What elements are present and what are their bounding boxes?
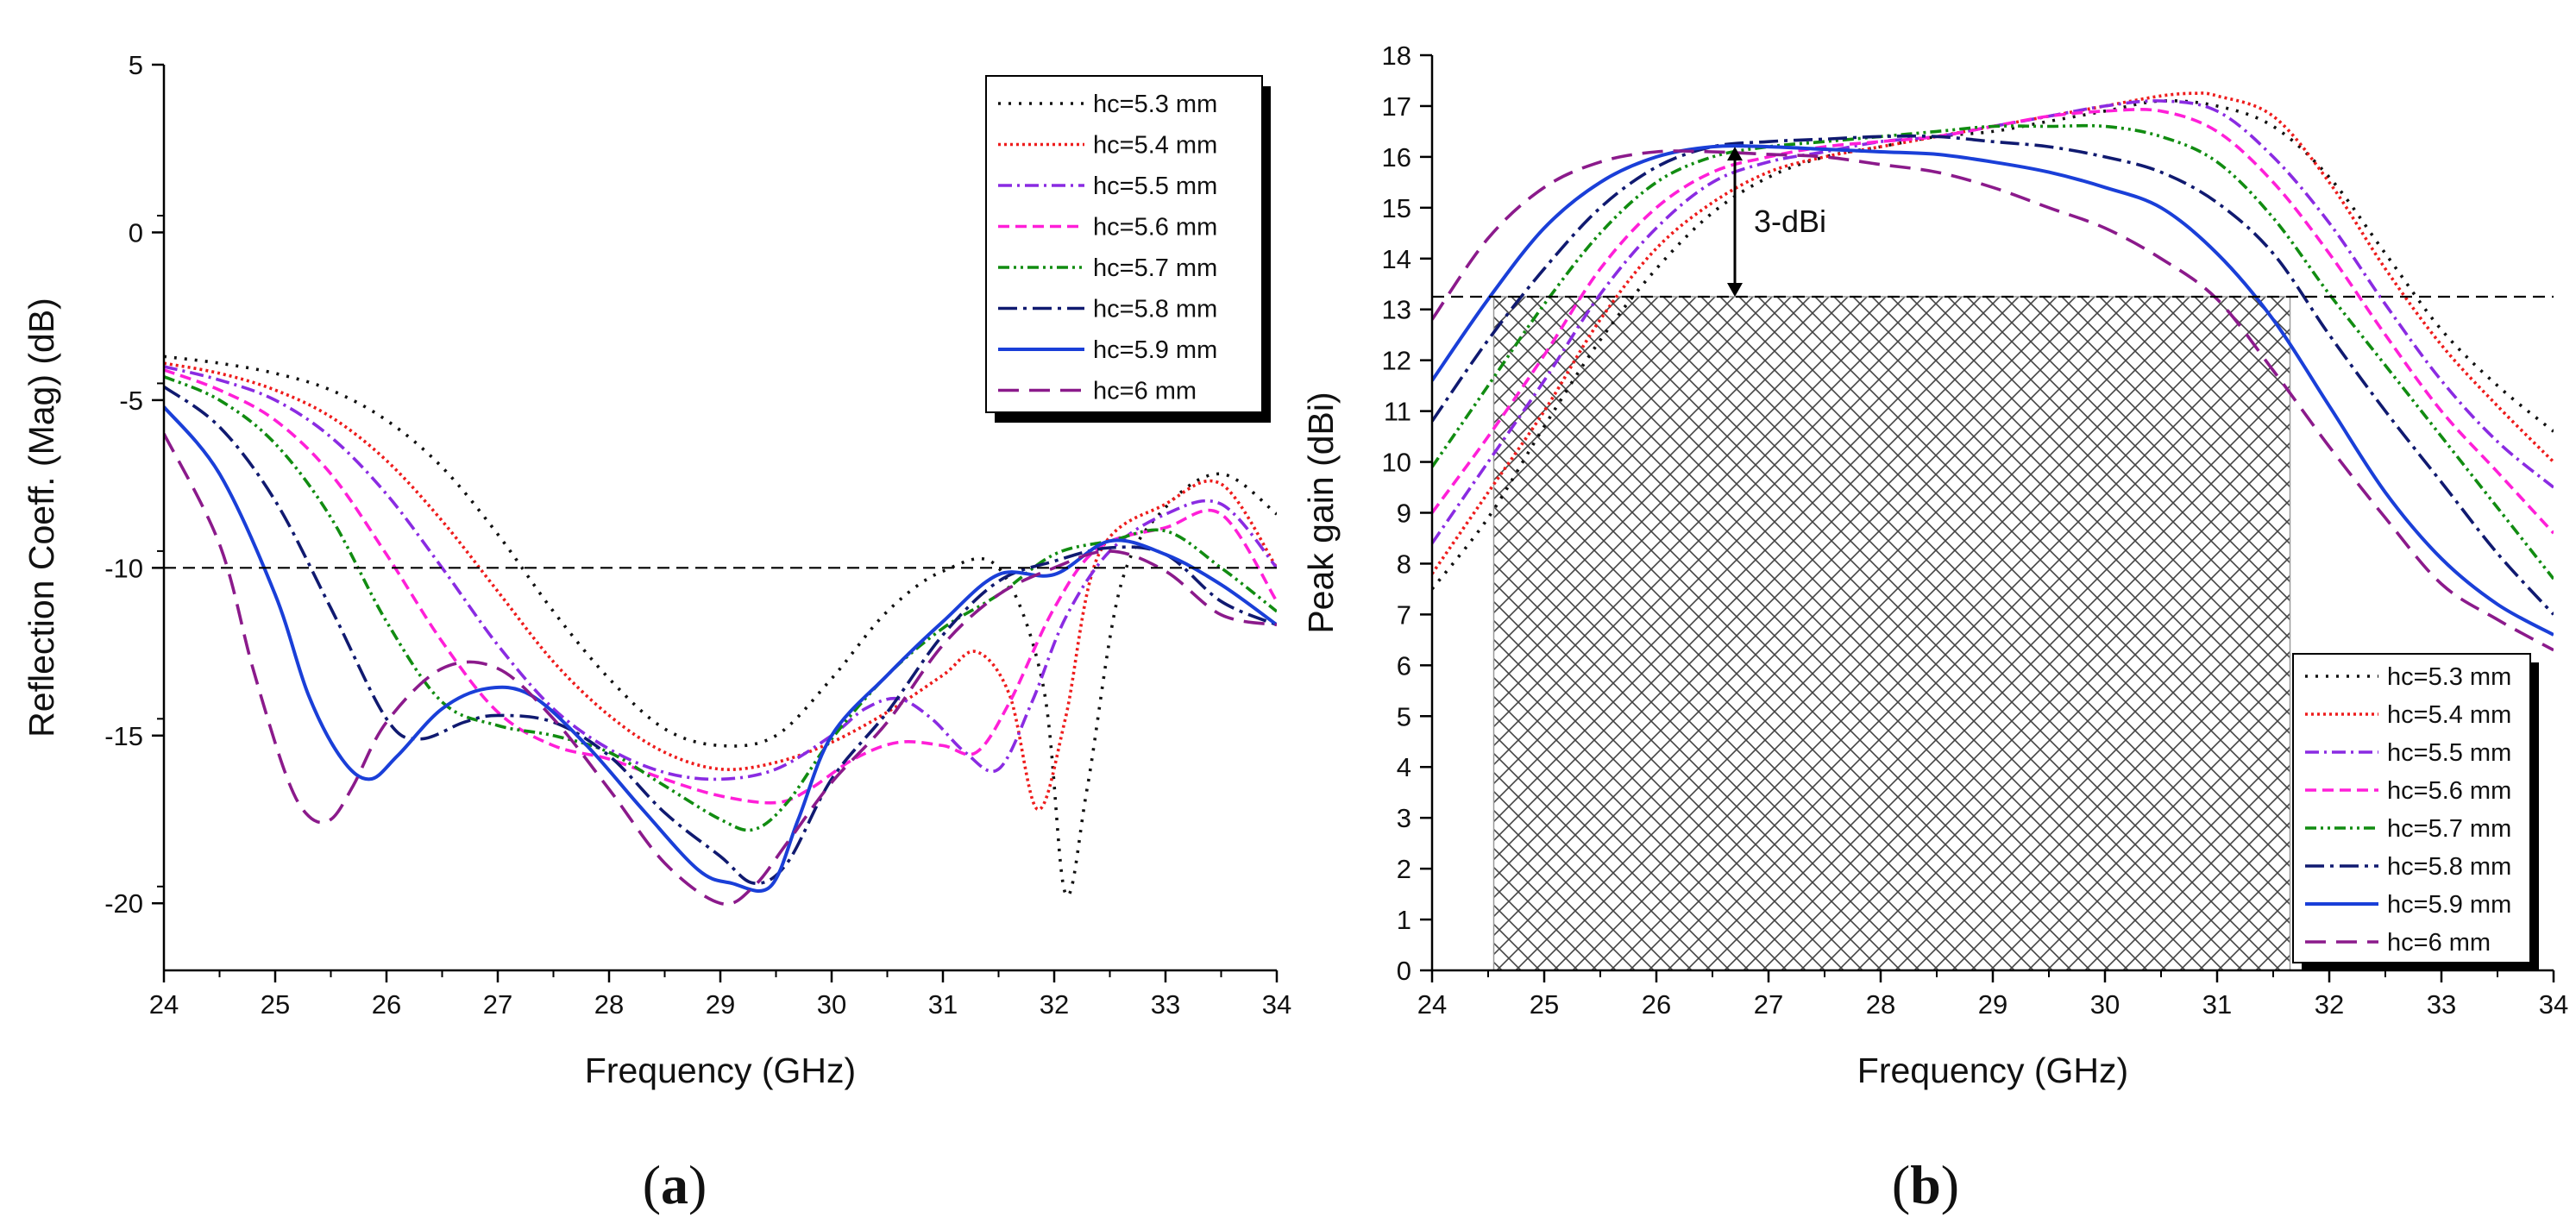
series-line-hc5-3mm [1432,99,2554,591]
legend-label: hc=5.6 mm [2387,777,2511,805]
y-tick-label: -5 [119,386,143,416]
y-tick-label: 18 [1382,41,1411,71]
series-line-hc5-7mm [164,375,1277,832]
y-tick-label: 5 [1397,701,1411,731]
panel-label-b: (b) [1892,1154,1959,1215]
y-tick-label: 13 [1382,295,1411,325]
legend: hc=5.3 mm hc=5.4 mm hc=5.5 mm hc=5.6 mm hc=5… [985,75,1263,413]
x-tick-label: 33 [2427,989,2456,1020]
shaded-bandwidth-region [1492,296,2291,971]
x-axis-title: Frequency (GHz) [585,1051,856,1090]
y-tick-label: 12 [1382,346,1411,376]
y-tick-label: 7 [1397,599,1411,630]
series-line-hc5-5mm [1432,99,2554,544]
y-tick-label: 10 [1382,448,1411,478]
y-tick-label: -10 [104,553,143,583]
legend-label: hc=6 mm [2387,929,2491,957]
x-tick-label: 26 [372,989,401,1020]
annotation-label: 3-dBi [1754,204,1826,239]
series-group [1432,91,2554,652]
x-tick-label: 26 [1642,989,1671,1020]
series-group [164,355,1277,906]
legend-label: hc=5.9 mm [1093,336,1217,364]
series-line-hc5-9mm [1432,144,2554,637]
legend-label: hc=5.5 mm [2387,739,2511,767]
x-tick-label: 24 [149,989,179,1020]
x-tick-label: 25 [261,989,290,1020]
x-tick-label: 34 [1262,989,1291,1020]
y-tick-label: -20 [104,888,143,919]
series-line-hc5-6mm [164,368,1277,805]
x-tick-label: 29 [706,989,735,1020]
x-tick-label: 25 [1530,989,1559,1020]
y-tick-label: 17 [1382,91,1411,122]
legend-label: hc=5.6 mm [1093,214,1217,242]
legend-label: hc=5.3 mm [2387,663,2511,691]
x-tick-label: 31 [2202,989,2232,1020]
y-tick-label: 16 [1382,142,1411,173]
x-axis-title: Frequency (GHz) [1857,1051,2128,1090]
series-line-hc5-4mm [1432,91,2554,575]
series-line-hc5-7mm [1432,123,2554,580]
y-tick-label: -15 [104,721,143,751]
y-axis-title: Peak gain (dBi) [1301,392,1341,633]
y-tick-label: 1 [1397,905,1411,935]
y-axis-title: Reflection Coeff. (Mag) (dB) [22,298,61,737]
x-tick-label: 34 [2539,989,2568,1020]
x-tick-label: 29 [1978,989,2007,1020]
x-tick-label: 27 [483,989,512,1020]
x-tick-label: 32 [1040,989,1069,1020]
legend: hc=5.3 mm hc=5.4 mm hc=5.5 mm hc=5.6 mm hc=5… [2292,653,2531,963]
legend-label: hc=5.7 mm [2387,815,2511,843]
annotation-arrowhead-down [1727,282,1743,297]
y-tick-label: 15 [1382,193,1411,223]
series-line-hc5-8mm [164,385,1277,885]
y-tick-label: 0 [1397,956,1411,986]
legend-box [985,75,1263,413]
annotation-arrowhead-up [1727,147,1743,161]
x-tick-label: 24 [1417,989,1447,1020]
series-line-hc6mm [164,432,1277,906]
x-tick-label: 28 [1866,989,1895,1020]
x-tick-label: 27 [1754,989,1783,1020]
y-tick-label: 11 [1384,397,1411,427]
y-tick-label: 5 [129,50,143,80]
y-tick-label: 8 [1397,549,1411,579]
series-line-hc5-3mm [164,355,1277,898]
legend-label: hc=5.4 mm [1093,132,1217,160]
series-line-hc5-8mm [1432,134,2554,616]
y-tick-label: 0 [129,217,143,248]
x-tick-label: 30 [817,989,846,1020]
y-tick-label: 3 [1397,803,1411,833]
series-line-hc5-5mm [164,365,1277,781]
chart-panel-a: 24 25 26 27 28 29 30 31 32 33 34 -20 -15 -10 -5 0 5 Frequ… [22,50,1291,1090]
legend-label: hc=5.8 mm [2387,853,2511,881]
legend-label: hc=5.4 mm [2387,701,2511,729]
legend-box [2292,653,2531,963]
y-tick-label: 6 [1397,650,1411,681]
legend-label: hc=5.3 mm [1093,91,1217,118]
y-tick-label: 2 [1397,854,1411,884]
x-tick-label: 30 [2090,989,2120,1020]
panel-label-a: (a) [643,1154,707,1215]
series-line-hc5-9mm [164,405,1277,893]
legend-label: hc=5.8 mm [1093,296,1217,323]
y-tick-label: 9 [1397,499,1411,529]
legend-label: hc=5.5 mm [1093,173,1217,200]
x-tick-label: 28 [594,989,624,1020]
y-tick-label: 14 [1382,244,1411,274]
x-tick-label: 33 [1151,989,1180,1020]
x-tick-label: 32 [2315,989,2344,1020]
legend-label: hc=5.9 mm [2387,891,2511,919]
legend-label: hc=6 mm [1093,378,1197,405]
y-tick-label: 4 [1397,752,1411,782]
x-tick-label: 31 [928,989,958,1020]
legend-label: hc=5.7 mm [1093,254,1217,282]
